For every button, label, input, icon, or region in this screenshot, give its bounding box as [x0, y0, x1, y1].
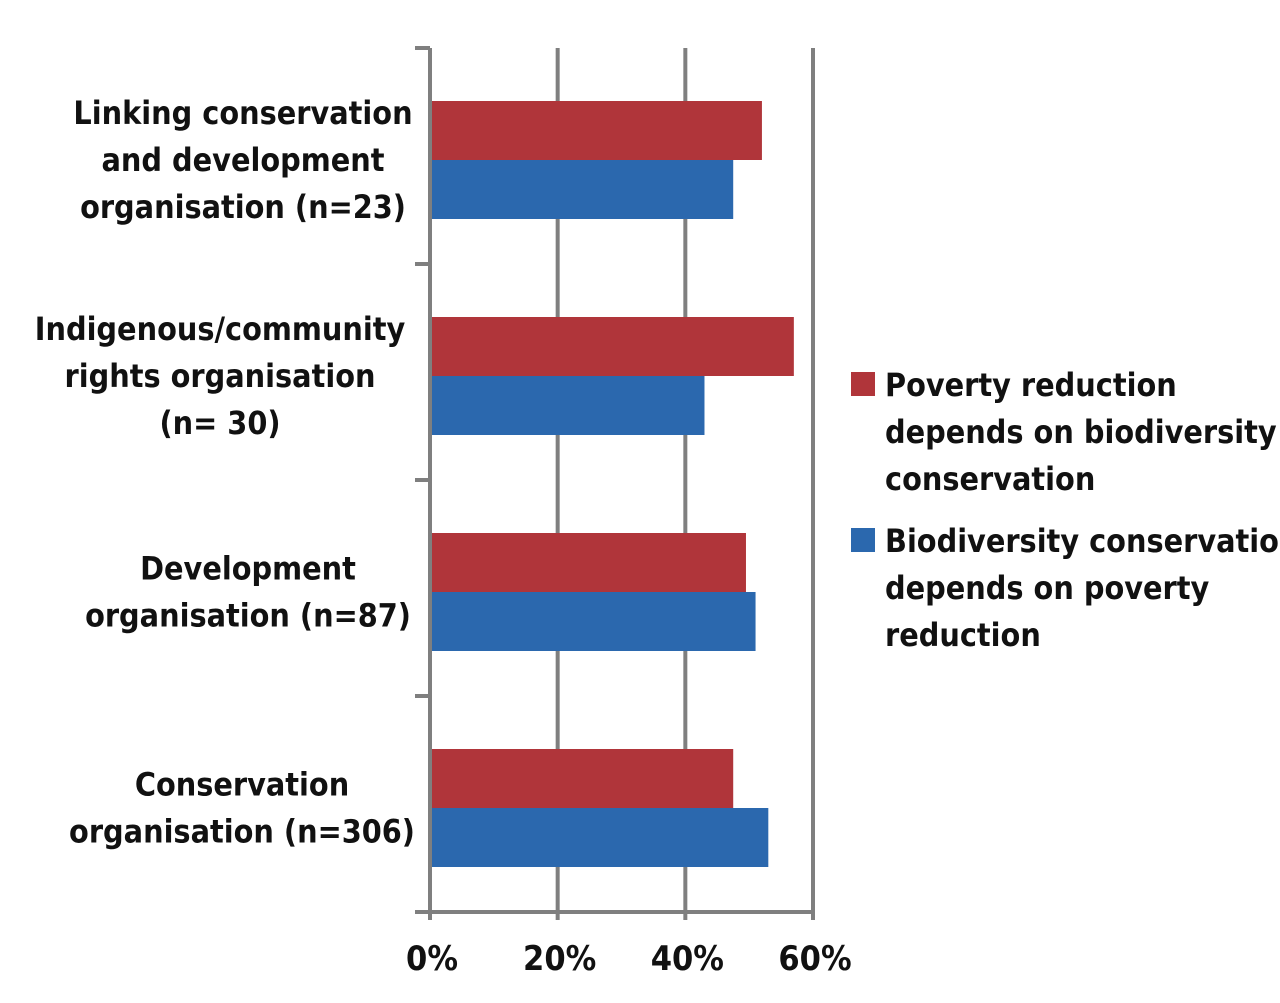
category-label-3: Development organisation (n=87) — [85, 550, 411, 635]
bar-poverty-reduction-4 — [430, 749, 734, 808]
category-label-4: Conservation organisation (n=306) — [69, 766, 415, 851]
legend-label-1-line-2: depends on biodiversity — [885, 413, 1277, 451]
category-label-1-line-1: Linking conservation — [73, 94, 412, 132]
legend-label-1: Poverty reduction depends on biodiversity… — [885, 366, 1277, 498]
x-tick-labels: 0% 20% 40% 60% — [406, 939, 852, 979]
category-label-2: Indigenous/community rights organisation (… — [35, 310, 406, 442]
category-label-2-line-3: (n= 30) — [159, 404, 280, 442]
category-labels: Linking conservation and development organ… — [35, 94, 415, 851]
axes — [415, 46, 815, 920]
legend-label-2-line-2: depends on poverty — [885, 569, 1210, 607]
category-label-1-line-2: and development — [101, 141, 384, 179]
category-label-4-line-1: Conservation — [135, 766, 349, 804]
category-label-1: Linking conservation and development organ… — [73, 94, 412, 226]
legend-label-2: Biodiversity conservation depends on pove… — [885, 522, 1280, 654]
legend-swatch-1 — [851, 372, 875, 396]
category-label-1-line-3: organisation (n=23) — [80, 188, 406, 226]
bar-poverty-reduction-2 — [430, 317, 794, 376]
category-label-3-line-1: Development — [140, 550, 356, 588]
legend-label-1-line-3: conservation — [885, 460, 1095, 498]
bar-biodiversity-conservation-4 — [430, 808, 769, 867]
legend-label-1-line-1: Poverty reduction — [885, 366, 1177, 404]
bar-biodiversity-conservation-2 — [430, 376, 705, 435]
bar-biodiversity-conservation-1 — [430, 160, 734, 219]
category-label-2-line-2: rights organisation — [65, 357, 376, 395]
bar-poverty-reduction-3 — [430, 533, 746, 592]
x-tick-label-20pct: 20% — [523, 939, 596, 979]
category-label-3-line-2: organisation (n=87) — [85, 597, 411, 635]
legend-label-2-line-3: reduction — [885, 616, 1041, 654]
legend: Poverty reduction depends on biodiversity… — [851, 366, 1280, 654]
category-label-2-line-1: Indigenous/community — [35, 310, 406, 348]
category-label-4-line-2: organisation (n=306) — [69, 813, 415, 851]
x-tick-label-40pct: 40% — [651, 939, 724, 979]
bar-biodiversity-conservation-3 — [430, 592, 756, 651]
legend-swatch-2 — [851, 528, 875, 552]
x-tick-label-60pct: 60% — [778, 939, 851, 979]
bar-poverty-reduction-1 — [430, 101, 762, 160]
legend-label-2-line-1: Biodiversity conservation — [885, 522, 1280, 560]
bars — [430, 101, 794, 867]
x-tick-label-0pct: 0% — [406, 939, 458, 979]
